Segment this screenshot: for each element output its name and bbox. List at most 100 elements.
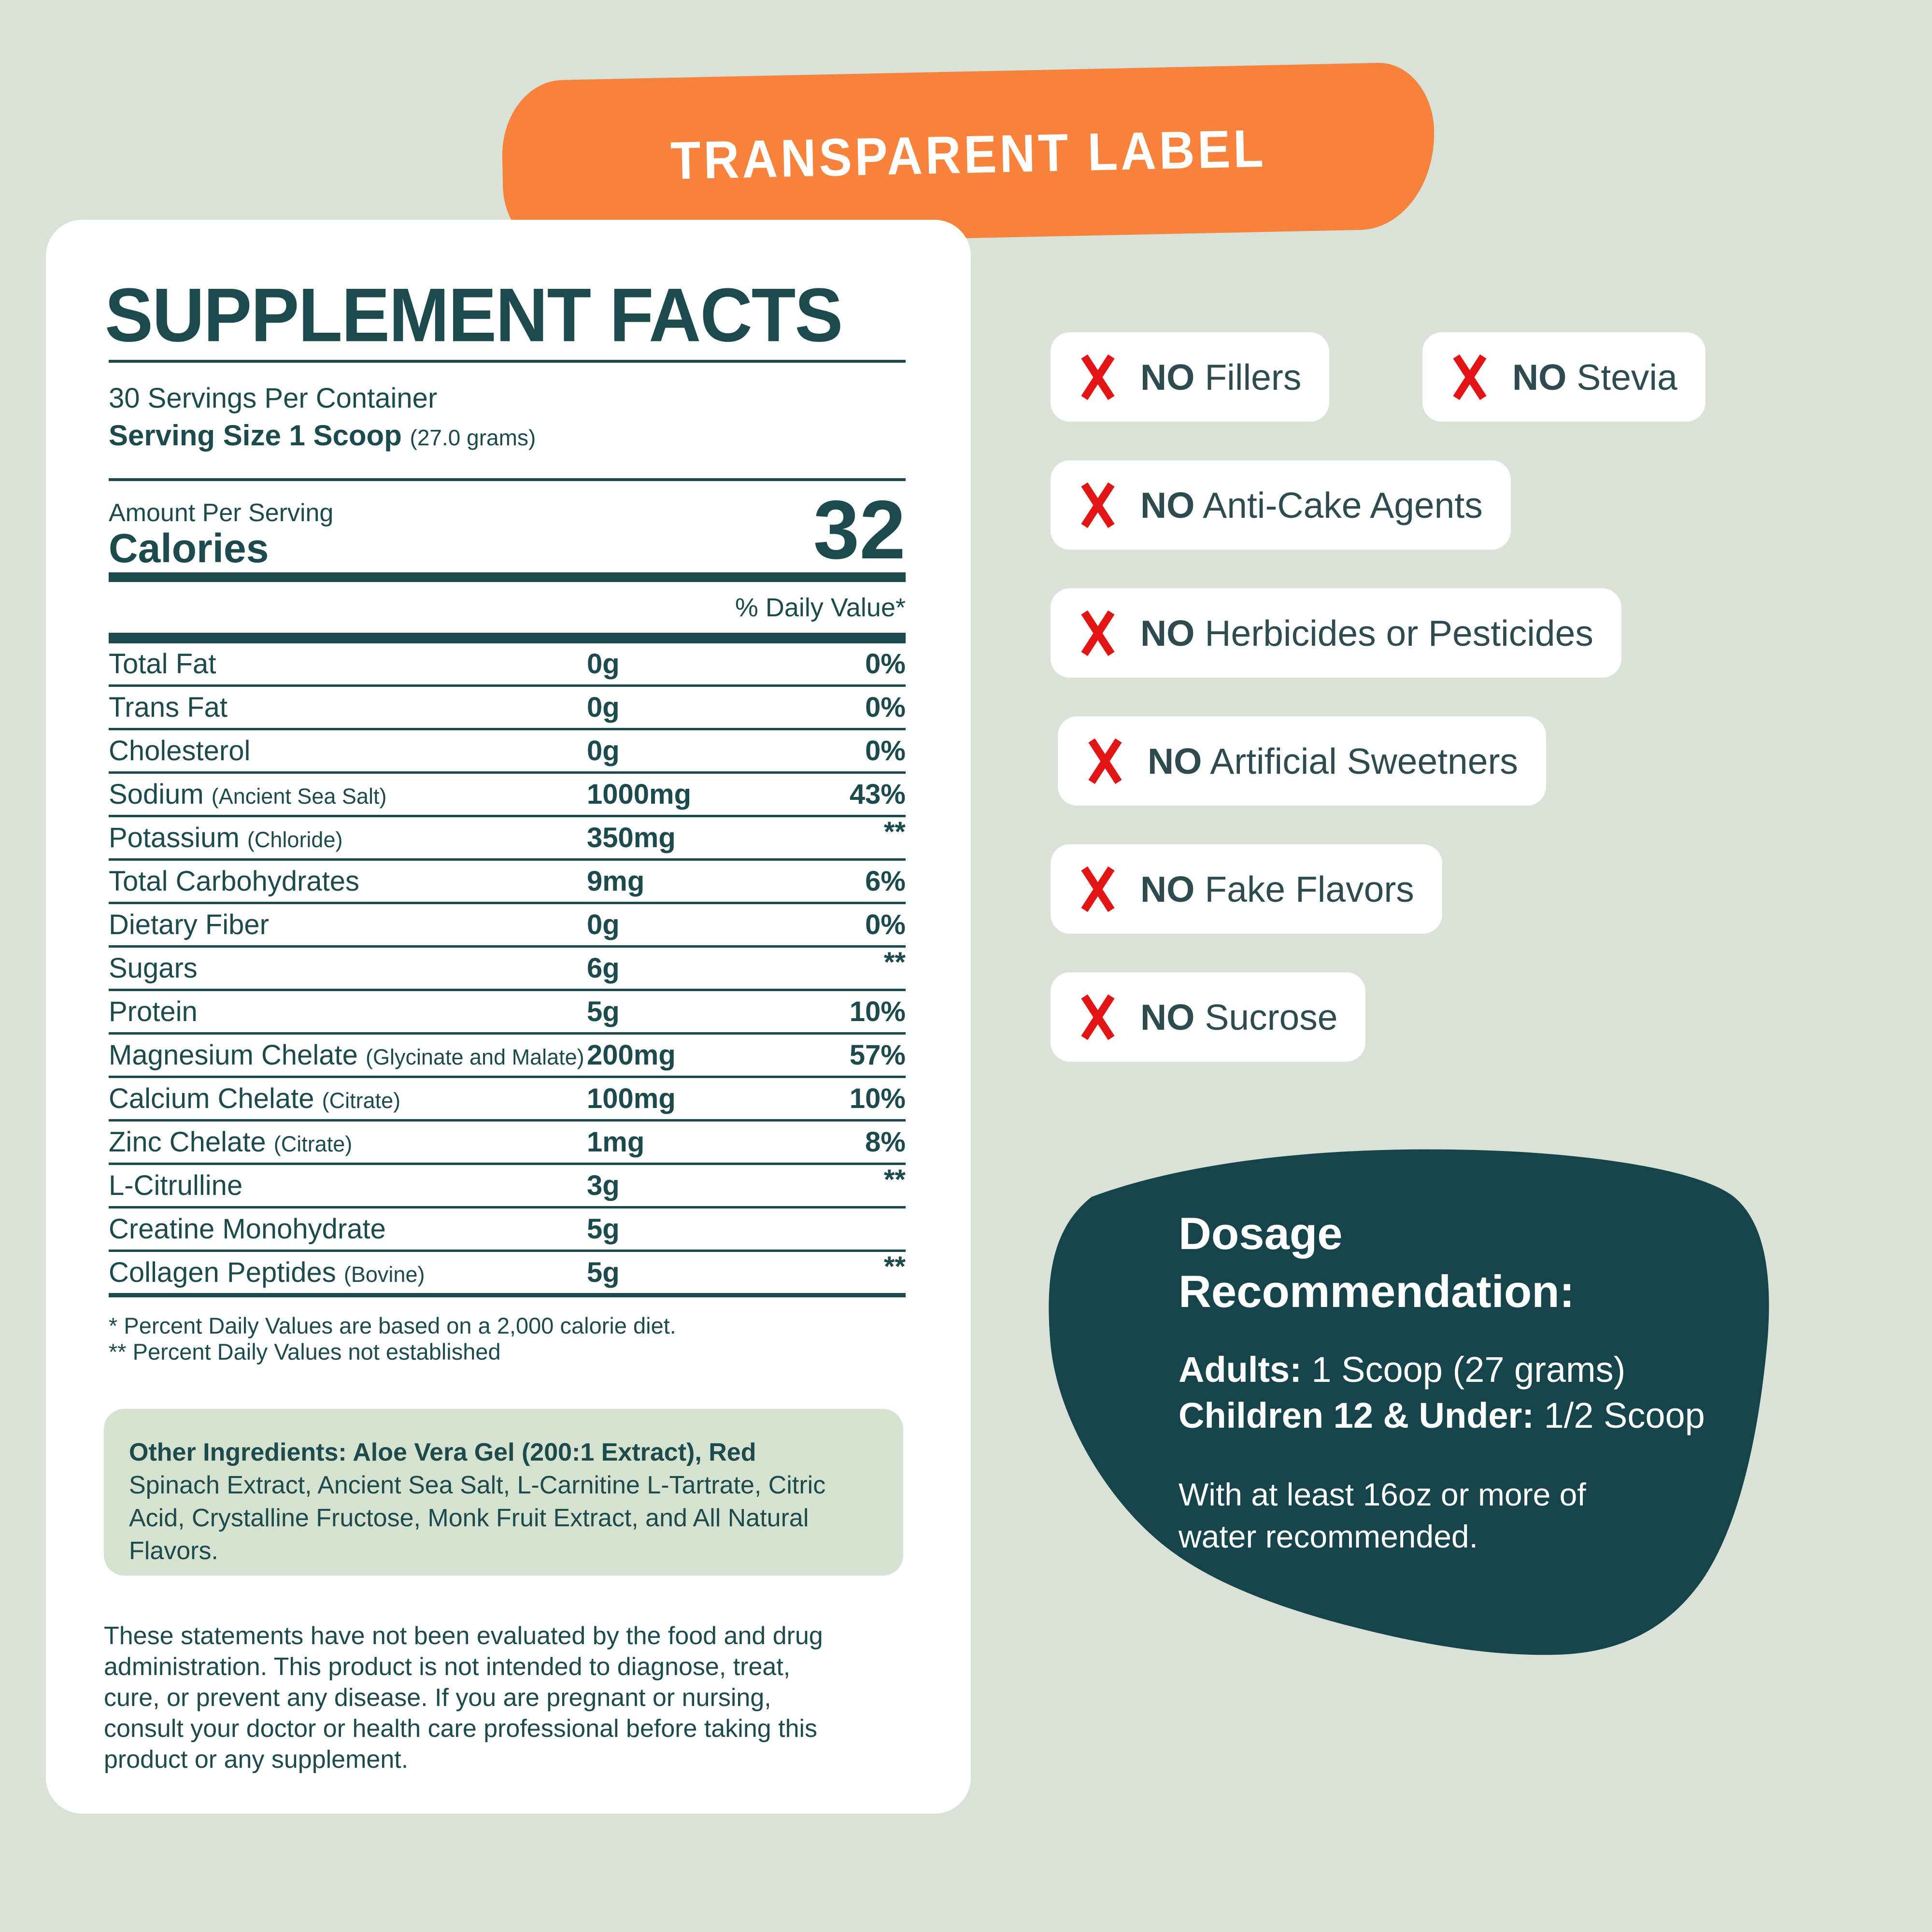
footnote-not-established: ** Percent Daily Values not established bbox=[109, 1339, 501, 1364]
row-label: Trans Fat bbox=[109, 692, 228, 723]
banner-title: TRANSPARENT LABEL bbox=[670, 118, 1267, 191]
row-amount: 200mg bbox=[587, 1039, 676, 1071]
row-label: Total Fat bbox=[109, 648, 216, 680]
row-daily-value: ** bbox=[883, 947, 906, 978]
row-amount: 9mg bbox=[587, 866, 645, 897]
dosage-adults: Adults: 1 Scoop (27 grams) bbox=[1179, 1350, 1626, 1390]
nutrition-table: Total Fat 0g 0% Trans Fat 0g 0% Choleste… bbox=[109, 643, 906, 1297]
badge-no-sucrose: NO Sucrose bbox=[1051, 972, 1366, 1062]
row-label-note: (Citrate) bbox=[273, 1132, 353, 1156]
nutrition-row: L-Citrulline 3g ** bbox=[109, 1164, 906, 1208]
row-label-note: (Bovine) bbox=[343, 1262, 425, 1287]
calories-label: Calories bbox=[109, 526, 269, 571]
row-daily-value: 0% bbox=[865, 692, 906, 723]
row-daily-value: 0% bbox=[865, 648, 906, 680]
badge-text: Fake Flavors bbox=[1205, 868, 1414, 909]
row-label-note: (Chloride) bbox=[247, 827, 343, 852]
badge-no-anti-cake-agents: NO Anti-Cake Agents bbox=[1051, 460, 1511, 550]
row-label-note: (Citrate) bbox=[322, 1088, 401, 1113]
row-amount: 100mg bbox=[587, 1083, 676, 1114]
badge-no-word: NO bbox=[1512, 356, 1567, 398]
nutrition-row: Zinc Chelate (Citrate) 1mg 8% bbox=[109, 1122, 906, 1165]
row-amount: 0g bbox=[587, 648, 620, 680]
row-amount: 5g bbox=[587, 1213, 620, 1245]
calories-value: 32 bbox=[813, 483, 906, 576]
x-icon bbox=[1081, 994, 1115, 1040]
row-amount: 0g bbox=[587, 909, 620, 940]
servings-per-container: 30 Servings Per Container bbox=[109, 383, 438, 414]
dosage-children: Children 12 & Under: 1/2 Scoop bbox=[1179, 1395, 1705, 1435]
badge-no-word: NO bbox=[1148, 740, 1202, 781]
dosage-water-note-line2: water recommended. bbox=[1179, 1519, 1478, 1554]
daily-value-header: % Daily Value* bbox=[735, 593, 906, 622]
badge-no-word: NO bbox=[1140, 996, 1195, 1037]
serving-size: Serving Size 1 Scoop (27.0 grams) bbox=[109, 419, 536, 452]
row-amount: 0g bbox=[587, 735, 620, 767]
nutrition-row: Collagen Peptides (Bovine) 5g ** bbox=[109, 1251, 906, 1297]
row-label: Cholesterol bbox=[109, 735, 251, 767]
nutrition-row: Protein 5g 10% bbox=[109, 991, 906, 1035]
dosage-recommendation-blob: Dosage Recommendation: Adults: 1 Scoop (… bbox=[1029, 1144, 1782, 1675]
other-ingredients-rest: Spinach Extract, Ancient Sea Salt, L-Car… bbox=[129, 1471, 826, 1565]
row-label: Potassium bbox=[109, 822, 240, 853]
row-label: Sugars bbox=[109, 952, 198, 984]
row-amount: 1mg bbox=[587, 1126, 645, 1158]
row-daily-value: 57% bbox=[849, 1039, 906, 1071]
row-daily-value: 43% bbox=[849, 779, 906, 810]
row-daily-value: 6% bbox=[865, 866, 906, 897]
badge-no-word: NO bbox=[1140, 356, 1195, 398]
dosage-title-line2: Recommendation: bbox=[1179, 1266, 1575, 1317]
row-daily-value: 10% bbox=[849, 1083, 906, 1114]
supplement-facts-card: SUPPLEMENT FACTS 30 Servings Per Contain… bbox=[46, 220, 971, 1814]
row-label: Dietary Fiber bbox=[109, 909, 269, 940]
row-label: Magnesium Chelate bbox=[109, 1039, 358, 1071]
badge-text: Stevia bbox=[1577, 356, 1677, 398]
nutrition-row: Creatine Monohydrate 5g bbox=[109, 1208, 906, 1252]
row-daily-value: 10% bbox=[849, 996, 906, 1027]
nutrition-row: Trans Fat 0g 0% bbox=[109, 687, 906, 730]
nutrition-row: Calcium Chelate (Citrate) 100mg 10% bbox=[109, 1078, 906, 1122]
badge-text: Herbicides or Pesticides bbox=[1205, 612, 1593, 653]
row-daily-value: 0% bbox=[865, 735, 906, 767]
row-label: Collagen Peptides bbox=[109, 1257, 336, 1288]
supplement-facts-title: SUPPLEMENT FACTS bbox=[105, 272, 843, 357]
row-label: Sodium bbox=[109, 779, 204, 810]
blob-shape bbox=[1049, 1149, 1769, 1655]
row-label: Calcium Chelate bbox=[109, 1083, 314, 1114]
x-icon bbox=[1081, 610, 1115, 656]
amount-per-serving-label: Amount Per Serving bbox=[109, 499, 334, 527]
badge-no-word: NO bbox=[1140, 484, 1195, 526]
row-label: Creatine Monohydrate bbox=[109, 1213, 386, 1245]
thick-bar bbox=[109, 572, 906, 582]
row-daily-value: ** bbox=[883, 1164, 906, 1195]
row-amount: 350mg bbox=[587, 822, 676, 853]
row-label-note: (Glycinate and Malate) bbox=[365, 1045, 584, 1069]
x-icon bbox=[1081, 482, 1115, 528]
badge-no-herbicides-pesticides: NO Herbicides or Pesticides bbox=[1051, 588, 1621, 678]
row-daily-value: ** bbox=[883, 1251, 906, 1282]
badge-no-stevia: NO Stevia bbox=[1422, 332, 1705, 422]
row-amount: 6g bbox=[587, 952, 620, 984]
row-label: Protein bbox=[109, 996, 198, 1027]
x-icon bbox=[1088, 738, 1122, 784]
nutrition-row: Potassium (Chloride) 350mg ** bbox=[109, 816, 906, 861]
badge-no-word: NO bbox=[1140, 868, 1195, 909]
badge-no-fillers: NO Fillers bbox=[1051, 332, 1330, 422]
x-icon bbox=[1081, 866, 1115, 912]
row-daily-value: 8% bbox=[865, 1126, 906, 1158]
badge-text: Fillers bbox=[1205, 356, 1302, 398]
nutrition-row: Total Fat 0g 0% bbox=[109, 643, 906, 687]
row-amount: 1000mg bbox=[587, 779, 692, 810]
nutrition-row: Total Carbohydrates 9mg 6% bbox=[109, 861, 906, 904]
x-icon bbox=[1081, 354, 1115, 400]
badge-text: Sucrose bbox=[1205, 996, 1338, 1037]
row-label: L-Citrulline bbox=[109, 1170, 243, 1201]
row-label: Total Carbohydrates bbox=[109, 866, 360, 897]
row-amount: 5g bbox=[587, 1257, 620, 1288]
row-daily-value: 0% bbox=[865, 909, 906, 940]
serving-size-grams: (27.0 grams) bbox=[410, 425, 536, 450]
dosage-title-line1: Dosage bbox=[1179, 1208, 1343, 1259]
row-label-note: (Ancient Sea Salt) bbox=[211, 784, 387, 809]
row-label: Zinc Chelate bbox=[109, 1126, 266, 1158]
